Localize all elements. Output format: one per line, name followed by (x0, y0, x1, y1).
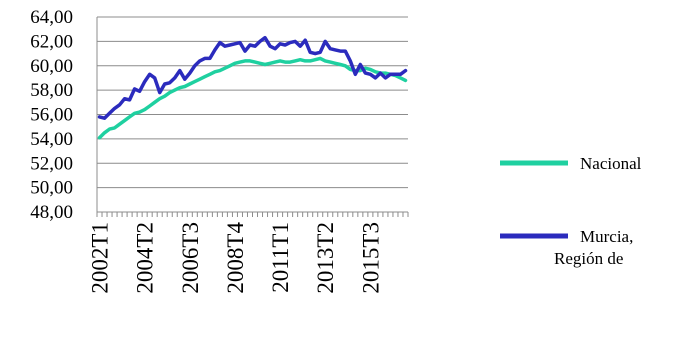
y-tick-labels: 48,00 50,00 52,00 54,00 56,00 58,00 60,00 62,00… (30, 7, 73, 223)
axes (96, 17, 409, 217)
y-tick-label: 54,00 (30, 129, 73, 150)
legend-label-nacional: Nacional (580, 154, 642, 173)
x-tick-label: 2002T1 (88, 222, 113, 294)
gridlines (97, 16, 408, 213)
x-tick-labels: 2002T1 2004T2 2006T3 2008T4 2011T1 2013T2 2015… (88, 222, 384, 294)
y-tick-label: 52,00 (30, 153, 73, 174)
x-tick-label: 2015T3 (358, 222, 383, 294)
legend-label-murcia: Murcia, (580, 227, 633, 246)
x-tick-label: 2013T2 (313, 222, 338, 294)
series-lines (97, 35, 408, 140)
y-tick-label: 62,00 (30, 31, 73, 52)
y-tick-label: 56,00 (30, 105, 73, 126)
y-tick-label: 50,00 (30, 178, 73, 199)
y-tick-label: 60,00 (30, 56, 73, 77)
legend-label-murcia-line2: Región de (554, 249, 623, 268)
series-line-murcia (97, 35, 408, 120)
x-tick-label: 2008T4 (223, 222, 248, 294)
y-tick-label: 58,00 (30, 80, 73, 101)
x-tick-label: 2006T3 (178, 222, 203, 294)
series-line-nacional (97, 56, 408, 140)
x-tick-label: 2004T2 (133, 222, 158, 294)
x-tick-label: 2011T1 (268, 222, 293, 293)
legend: Nacional Murcia, Región de (500, 154, 642, 268)
y-tick-label: 64,00 (30, 7, 73, 28)
y-tick-label: 48,00 (30, 202, 73, 223)
